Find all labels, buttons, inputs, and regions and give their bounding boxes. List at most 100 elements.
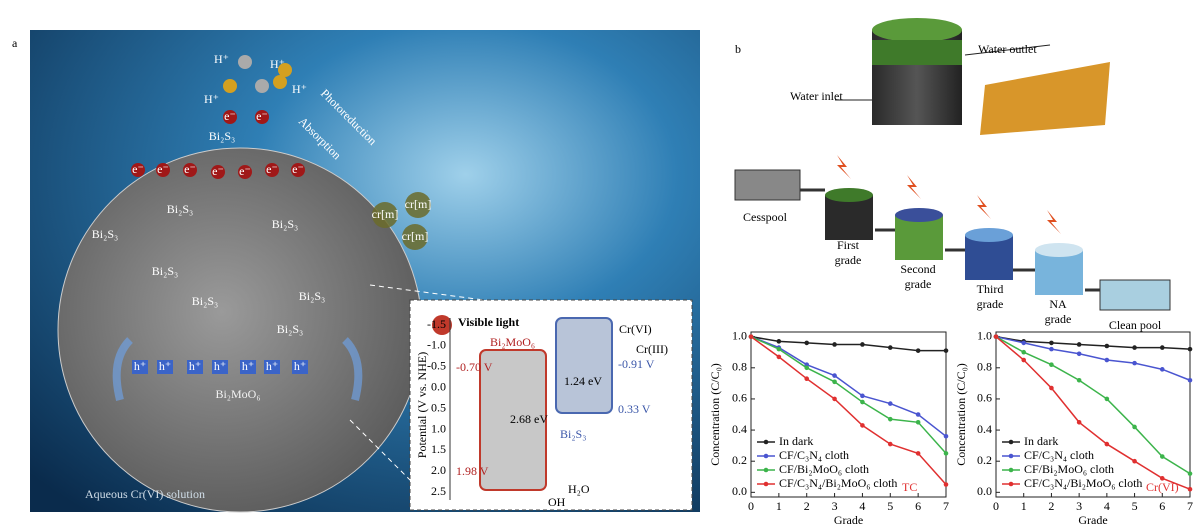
proton: H⁺ bbox=[214, 52, 229, 66]
proton-ball bbox=[223, 79, 237, 93]
grade-label: Second bbox=[900, 262, 935, 276]
chart-annotation: Cr(VI) bbox=[1146, 480, 1179, 494]
bi2s3-cb: -0.91 V bbox=[618, 357, 655, 371]
y-tick-label: 0.6 bbox=[977, 391, 992, 405]
chromium-label: cr[m] bbox=[372, 207, 399, 221]
grade-tank-top bbox=[825, 188, 873, 202]
panel-label: a bbox=[12, 36, 18, 50]
x-tick-label: 1 bbox=[776, 499, 782, 513]
data-point bbox=[1049, 362, 1054, 367]
y-tick-label: 1.0 bbox=[732, 328, 747, 342]
data-point bbox=[1188, 378, 1193, 383]
grade-label: grade bbox=[1045, 312, 1072, 326]
core-label: Bi₂MoO₆ bbox=[215, 387, 260, 401]
reactor-top bbox=[872, 18, 962, 42]
inset-tick: -1.5 bbox=[427, 317, 446, 331]
data-point bbox=[1049, 347, 1054, 352]
cloth-texture bbox=[980, 62, 1110, 135]
hole: h⁺ bbox=[134, 359, 146, 373]
x-tick-label: 5 bbox=[1132, 499, 1138, 513]
panel-label: b bbox=[735, 42, 741, 56]
light-icon bbox=[977, 195, 991, 219]
x-tick-label: 3 bbox=[1076, 499, 1082, 513]
bi2s3-label: Bi₂S₃ bbox=[152, 264, 178, 278]
data-point bbox=[1160, 345, 1165, 350]
bi2s3-gap: 1.24 eV bbox=[564, 374, 602, 388]
legend-marker bbox=[764, 468, 769, 473]
light-icon bbox=[837, 155, 851, 179]
legend-label: In dark bbox=[779, 434, 813, 448]
sem-sphere bbox=[58, 148, 422, 512]
data-point bbox=[1049, 386, 1054, 391]
inset-tick: -1.0 bbox=[427, 338, 446, 352]
inset-tick: 0.5 bbox=[431, 400, 446, 414]
legend-label: CF/C₃N₄ cloth bbox=[1024, 448, 1094, 462]
visible-light: Visible light bbox=[458, 315, 519, 329]
bi2s3-label: Bi₂S₃ bbox=[299, 289, 325, 303]
hole: h⁺ bbox=[159, 359, 171, 373]
hole: h⁺ bbox=[214, 359, 226, 373]
y-tick-label: 0.6 bbox=[732, 391, 747, 405]
data-point bbox=[1132, 361, 1137, 366]
electron: e⁻ bbox=[224, 109, 236, 123]
grade-label: NA bbox=[1049, 297, 1067, 311]
reactor-band bbox=[872, 40, 962, 65]
chromium-label: cr[m] bbox=[402, 229, 429, 243]
legend-marker bbox=[764, 440, 769, 445]
legend-marker bbox=[1009, 440, 1014, 445]
data-point bbox=[1160, 367, 1165, 372]
x-tick-label: 2 bbox=[804, 499, 810, 513]
data-point bbox=[1188, 347, 1193, 352]
electron: e⁻ bbox=[157, 162, 169, 176]
electron: e⁻ bbox=[184, 162, 196, 176]
data-point bbox=[1077, 420, 1082, 425]
data-point bbox=[994, 334, 999, 339]
bi2s3-label: Bi₂S₃ bbox=[192, 294, 218, 308]
x-tick-label: 0 bbox=[748, 499, 754, 513]
data-point bbox=[1132, 345, 1137, 350]
bi2moo6-vb: 1.98 V bbox=[456, 464, 489, 478]
grade-label: grade bbox=[835, 253, 862, 267]
data-point bbox=[1105, 397, 1110, 402]
data-point bbox=[944, 348, 949, 353]
x-tick-label: 4 bbox=[859, 499, 865, 513]
data-point bbox=[1132, 425, 1137, 430]
proton-ball bbox=[278, 63, 292, 77]
bi2s3-label: Bi₂S₃ bbox=[272, 217, 298, 231]
legend-label: In dark bbox=[1024, 434, 1058, 448]
legend-label: CF/Bi₂MoO₆ cloth bbox=[1024, 462, 1114, 476]
cesspool-label: Cesspool bbox=[743, 210, 788, 224]
bi2s3-label: Bi₂S₃ bbox=[277, 322, 303, 336]
electron: e⁻ bbox=[212, 164, 224, 178]
grade-label: First bbox=[837, 238, 860, 252]
y-tick-label: 0.4 bbox=[977, 422, 992, 436]
data-point bbox=[1188, 487, 1193, 492]
hole: h⁺ bbox=[294, 359, 306, 373]
legend-marker bbox=[1009, 454, 1014, 459]
inset-tick: 0.0 bbox=[431, 379, 446, 393]
hydroxyl-label: OH bbox=[548, 495, 566, 509]
electron: e⁻ bbox=[132, 162, 144, 176]
bi2s3-vb: 0.33 V bbox=[618, 402, 651, 416]
grade-tank-top bbox=[1035, 243, 1083, 257]
data-point bbox=[944, 434, 949, 439]
chart-annotation: TC bbox=[902, 480, 917, 494]
hole: h⁺ bbox=[242, 359, 254, 373]
electron: e⁻ bbox=[256, 109, 268, 123]
clean-pool-label: Clean pool bbox=[1109, 318, 1162, 332]
data-point bbox=[777, 339, 782, 344]
x-tick-label: 0 bbox=[993, 499, 999, 513]
data-point bbox=[916, 420, 921, 425]
y-tick-label: 0.2 bbox=[732, 453, 747, 467]
data-point bbox=[804, 376, 809, 381]
legend-label: CF/C₃N₄/Bi₂MoO₆ cloth bbox=[1024, 476, 1142, 490]
x-tick-label: 7 bbox=[1187, 499, 1193, 513]
proton-ball bbox=[273, 75, 287, 89]
data-point bbox=[860, 342, 865, 347]
grade-tank-top bbox=[965, 228, 1013, 242]
data-point bbox=[888, 401, 893, 406]
x-axis-label: Grade bbox=[1078, 513, 1107, 527]
electron: e⁻ bbox=[292, 162, 304, 176]
hole: h⁺ bbox=[189, 359, 201, 373]
bi2s3-label: Bi₂S₃ bbox=[92, 227, 118, 241]
